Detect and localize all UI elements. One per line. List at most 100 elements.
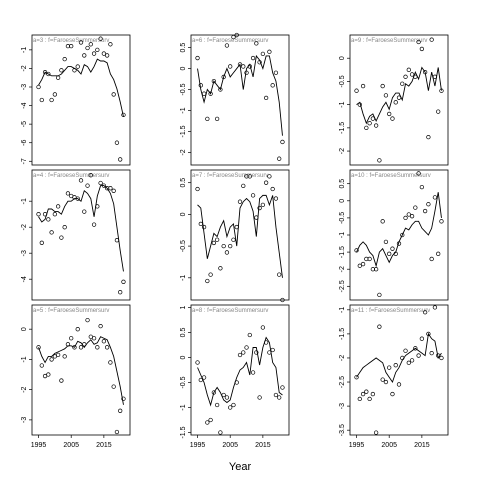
data-point [59,68,64,73]
y-tick-label: -2 [21,65,28,71]
data-point [413,74,418,79]
data-point [393,251,398,256]
data-point [218,430,223,435]
data-point [46,71,51,77]
y-tick-label: 0 [180,355,187,359]
data-point [270,347,275,353]
data-point [49,357,54,362]
data-point [121,396,126,401]
data-point [270,186,275,192]
data-point [400,355,405,361]
data-point [247,64,252,69]
data-point [234,32,239,38]
x-tick-label: 2015 [255,442,271,449]
panel-title: a=4 : f=FaroeseSummersurv [33,173,109,179]
y-tick-label: -1 [21,47,28,53]
data-point [260,202,266,208]
panel-title: a=10 : f=FaroeseSummersurv [351,173,431,179]
data-point [231,237,236,242]
data-point [432,195,438,200]
data-point [403,74,408,79]
panel-title: a=6 : f=FaroeseSummersurv [192,38,268,44]
data-point [367,121,372,126]
data-point [228,405,233,410]
data-point [426,134,431,140]
data-point [241,183,246,189]
data-point [224,395,230,400]
data-point [409,358,415,363]
data-point [211,240,217,246]
data-point [228,243,233,249]
data-point [72,68,77,73]
data-point [211,390,217,395]
panel-title: a=11 : f=FaroeseSummersurv [351,308,430,314]
data-point [221,392,226,398]
panel-frame [31,169,131,301]
data-point [231,34,236,40]
data-point [108,186,113,191]
data-point [195,186,200,192]
data-point [380,219,385,224]
data-point [400,232,405,238]
y-tick-label: -1.5 [180,125,187,137]
y-tick-label: -1 [21,356,28,362]
y-tick-label: -7 [21,158,28,164]
y-tick-label: 0 [21,327,28,331]
data-point [198,221,203,227]
data-point [257,205,262,211]
y-tick-label: -1.5 [339,122,346,134]
data-point [85,317,90,323]
x-tick-label: 2005 [381,442,397,449]
data-point [432,74,438,79]
data-point [108,360,113,365]
data-point [114,140,120,145]
panel-title: a=7 : f=FaroeseSummersurv [192,173,268,179]
series-line [197,194,283,278]
data-point [75,327,80,332]
data-point [250,370,256,375]
data-point [108,42,113,47]
data-point [354,375,359,380]
data-point [214,237,220,242]
data-point [55,75,61,80]
data-point [429,351,434,356]
y-tick-label: -2.5 [339,376,346,388]
data-point [72,345,77,350]
data-point [393,363,398,368]
data-point [257,60,262,65]
y-tick-label: -4 [21,276,28,282]
data-point [118,290,123,295]
data-point [85,183,90,188]
data-point [270,83,275,88]
panel-6: a=10 : f=FaroeseSummersurv 0.5 0 -0.5 -1 -1.5… [339,169,449,301]
data-point [383,93,389,98]
data-point [273,196,279,201]
y-tick-label: -1.5 [339,328,346,340]
data-point [400,81,405,86]
panel-frame [349,169,449,301]
data-point [95,345,100,350]
y-tick-label: 0.5 [180,178,187,188]
panel-frame [190,169,290,301]
data-point [221,243,226,249]
panel-frame [190,34,290,166]
panel-5: a=7 : f=FaroeseSummersurv 0.5 0 -0.5 -1 [180,169,290,303]
data-point [114,429,120,435]
data-point [69,336,74,341]
data-point [280,139,285,145]
data-point [201,375,207,380]
y-tick-label: -3 [21,417,28,423]
data-point [439,219,444,224]
y-tick-label: -3 [21,84,28,90]
data-point [360,83,366,89]
data-point [78,40,84,45]
data-point [280,297,285,303]
data-point [69,43,74,49]
data-point [101,183,107,188]
data-point [426,202,431,207]
data-point [367,396,372,402]
data-point [104,53,110,58]
data-point [360,261,366,267]
data-point [364,125,369,131]
